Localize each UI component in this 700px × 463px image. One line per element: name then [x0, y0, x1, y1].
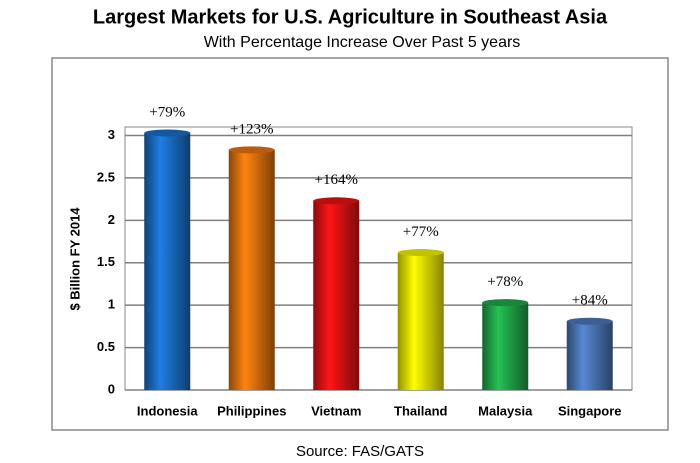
bar	[566, 321, 613, 390]
x-tick-label: Philippines	[217, 403, 286, 418]
x-tick-label: Malaysia	[478, 403, 533, 418]
y-tick-label: 3	[108, 127, 115, 142]
y-tick-label: 2.5	[97, 169, 115, 184]
y-tick-label: 1.5	[97, 254, 115, 269]
y-tick-label: 2	[108, 212, 115, 227]
bar-annotation: +164%	[315, 172, 358, 188]
bar-top	[144, 129, 191, 137]
bar	[144, 132, 191, 390]
bar-annotation: +79%	[149, 104, 185, 120]
bar-top	[566, 317, 613, 325]
bar	[397, 252, 444, 390]
y-tick-label: 1	[108, 297, 115, 312]
bar	[228, 149, 275, 390]
bar-annotation: +84%	[572, 293, 608, 309]
bar	[482, 302, 529, 390]
chart-subtitle: With Percentage Increase Over Past 5 yea…	[204, 34, 521, 51]
bar-annotation: +123%	[230, 121, 273, 137]
y-axis-label: $ Billion FY 2014	[67, 207, 82, 311]
y-tick-label: 0.5	[97, 339, 115, 354]
x-tick-label: Indonesia	[137, 403, 198, 418]
bar-top	[482, 299, 529, 307]
bar-top	[228, 146, 275, 154]
bar-top	[313, 197, 360, 205]
bar-annotation: +78%	[487, 274, 523, 290]
source: Source: FAS/GATS	[296, 443, 424, 460]
x-tick-label: Singapore	[558, 403, 622, 418]
bar-top	[397, 249, 444, 257]
x-tick-label: Vietnam	[311, 403, 361, 418]
bar	[313, 200, 360, 390]
y-tick-label: 0	[108, 381, 115, 396]
chart-title: Largest Markets for U.S. Agriculture in …	[93, 6, 608, 28]
x-tick-label: Thailand	[394, 403, 448, 418]
chart-frame	[51, 57, 669, 431]
bar-annotation: +77%	[403, 224, 439, 240]
plot-area	[124, 126, 633, 391]
